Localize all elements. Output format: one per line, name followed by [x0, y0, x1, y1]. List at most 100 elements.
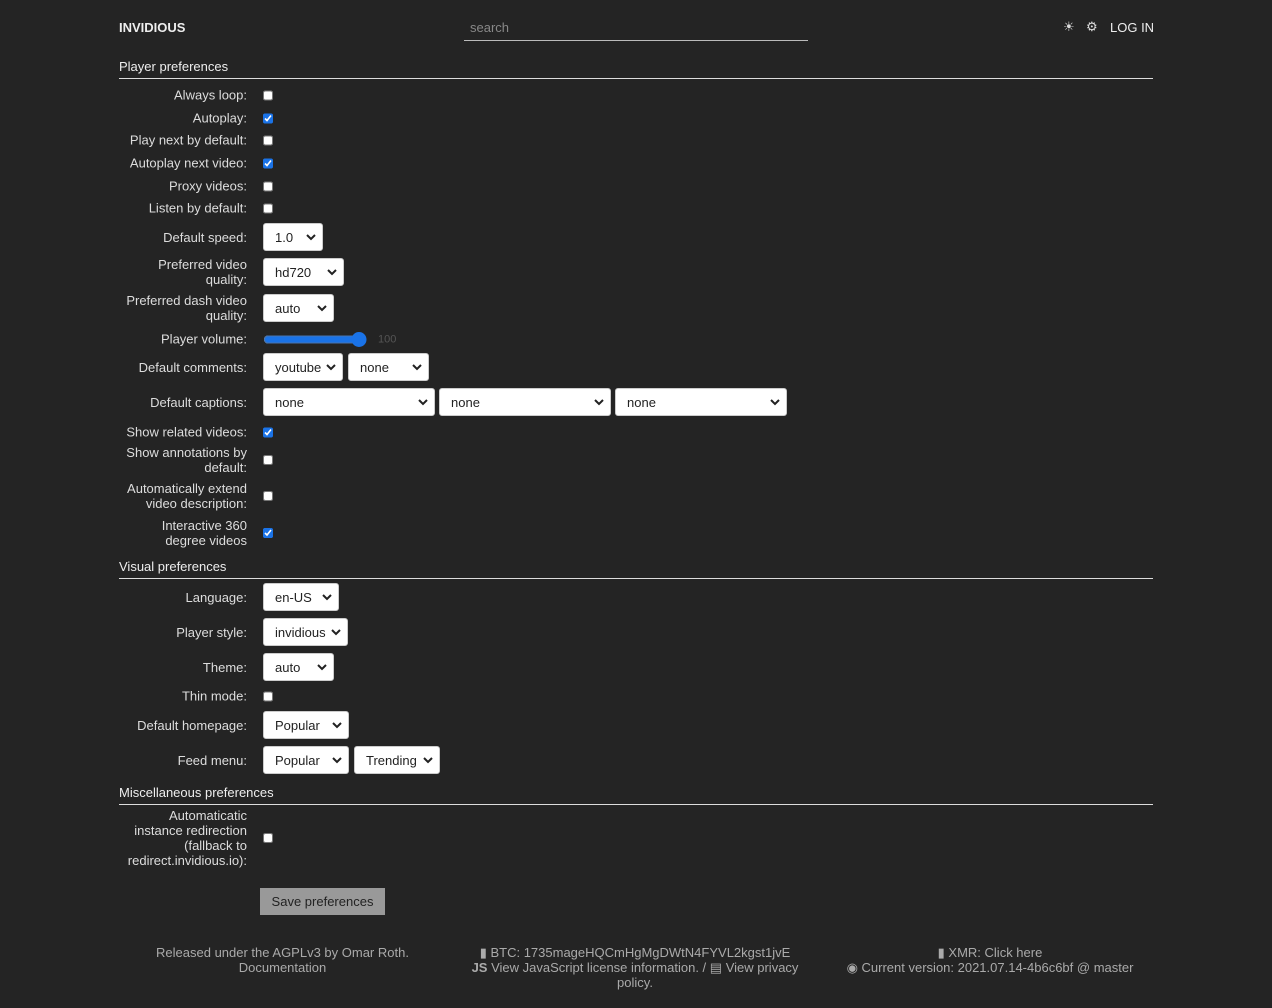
preference-row: Interactive 360 degree videos — [119, 518, 273, 548]
chevron-down-icon — [423, 756, 433, 763]
preference-row: Default speed: 1.0 — [119, 223, 323, 251]
preference-row: Automatically extend video description: — [119, 481, 273, 511]
preference-label: Show related videos: — [126, 424, 247, 440]
preference-checkbox[interactable] — [263, 427, 273, 437]
js-license-link[interactable]: View JavaScript license information. — [491, 960, 699, 975]
github-icon: ◉ — [846, 960, 862, 975]
version-link[interactable]: Current version: 2021.07.14-4b6c6bf @ ma… — [861, 960, 1134, 975]
volume-slider[interactable] — [263, 334, 367, 344]
chevron-down-icon — [326, 363, 336, 370]
preference-control — [263, 158, 273, 168]
preference-row: Always loop: — [119, 88, 273, 103]
gear-icon[interactable]: ⚙ — [1086, 19, 1098, 34]
separator: / — [698, 960, 710, 975]
selected-option: 1.0 — [275, 229, 294, 245]
section-title: Player preferences — [119, 59, 1153, 79]
preference-control: none none none — [263, 388, 787, 416]
preference-label: Interactive 360 degree videos — [161, 518, 247, 548]
preference-control — [263, 491, 273, 501]
preference-checkbox[interactable] — [263, 135, 273, 145]
preference-select[interactable]: Popular — [263, 746, 349, 774]
chevron-down-icon — [594, 398, 604, 405]
preference-select[interactable]: en-US — [263, 583, 339, 611]
preference-select[interactable]: none — [348, 353, 429, 381]
preference-label: Automatically extend video description: — [127, 481, 247, 511]
preference-checkbox[interactable] — [263, 455, 273, 465]
preference-label: Listen by default: — [148, 200, 247, 216]
preference-select[interactable]: none — [615, 388, 787, 416]
preference-checkbox[interactable] — [263, 90, 273, 100]
preference-row: Show annotations by default: — [119, 445, 273, 475]
license-text: Released under the AGPLv3 by Omar Roth. — [156, 945, 409, 960]
preference-checkbox[interactable] — [263, 691, 273, 701]
preference-select[interactable]: auto — [263, 294, 334, 322]
selected-option: Popular — [275, 752, 320, 768]
preference-select[interactable]: auto — [263, 653, 334, 681]
preference-checkbox[interactable] — [263, 158, 273, 168]
preference-label: Proxy videos: — [168, 178, 247, 194]
preference-checkbox[interactable] — [263, 203, 273, 213]
footer-left: Released under the AGPLv3 by Omar Roth. … — [140, 945, 425, 975]
chevron-down-icon — [418, 398, 428, 405]
preference-checkbox[interactable] — [263, 181, 273, 191]
preference-control — [263, 455, 273, 465]
preference-row: Preferred video quality: hd720 — [119, 257, 344, 287]
preference-control — [263, 691, 273, 701]
preference-row: Proxy videos: — [119, 179, 273, 194]
preference-row: Player style: invidious — [119, 618, 348, 646]
preference-select[interactable]: Popular — [263, 711, 349, 739]
preference-control — [263, 203, 273, 213]
preference-select[interactable]: Trending — [354, 746, 440, 774]
chevron-down-icon — [770, 398, 780, 405]
preference-select[interactable]: none — [439, 388, 611, 416]
preference-checkbox[interactable] — [263, 491, 273, 501]
chevron-down-icon — [332, 756, 342, 763]
preference-label: Play next by default: — [129, 132, 247, 148]
preference-row: Default captions: none none none — [119, 388, 787, 416]
preference-row: Player volume: 100 — [119, 332, 396, 347]
preference-label: Autoplay next video: — [129, 155, 247, 171]
preference-checkbox[interactable] — [263, 113, 273, 123]
preference-row: Autoplay next video: — [119, 156, 273, 171]
preference-row: Theme: auto — [119, 653, 334, 681]
preference-control: 1.0 — [263, 223, 323, 251]
preference-control — [263, 528, 273, 538]
preference-checkbox[interactable] — [263, 528, 273, 538]
preference-control: en-US — [263, 583, 339, 611]
xmr-link[interactable]: XMR: Click here — [948, 945, 1043, 960]
preference-select[interactable]: none — [263, 388, 435, 416]
save-preferences-button[interactable]: Save preferences — [260, 888, 385, 915]
documentation-link[interactable]: Documentation — [238, 960, 327, 975]
preference-control — [263, 427, 273, 437]
preference-select[interactable]: 1.0 — [263, 223, 323, 251]
selected-option: auto — [275, 659, 301, 675]
section-title: Visual preferences — [119, 559, 1153, 579]
preference-label: Theme: — [202, 659, 247, 675]
search-input[interactable] — [464, 14, 808, 41]
preference-select[interactable]: youtube — [263, 353, 343, 381]
sun-icon[interactable]: ☀ — [1063, 19, 1075, 34]
document-icon: ▤ — [709, 960, 726, 975]
chevron-down-icon — [327, 268, 337, 275]
footer-right: ▮ XMR: Click here ◉ Current version: 202… — [840, 945, 1140, 975]
preference-label: Autoplay: — [192, 110, 247, 126]
preference-row: Play next by default: — [119, 133, 273, 148]
preference-row: Autoplay: — [119, 111, 273, 126]
chevron-down-icon — [412, 363, 422, 370]
chevron-down-icon — [331, 628, 341, 635]
preference-control — [263, 135, 273, 145]
preference-row: Language: en-US — [119, 583, 339, 611]
preference-label: Default captions: — [150, 394, 247, 410]
login-link[interactable]: LOG IN — [1110, 20, 1155, 35]
brand-logo[interactable]: INVIDIOUS — [119, 20, 186, 35]
preference-row: Default homepage: Popular — [119, 711, 349, 739]
preference-control: 100 — [263, 333, 396, 345]
preference-checkbox[interactable] — [263, 833, 273, 843]
preference-select[interactable]: invidious — [263, 618, 348, 646]
privacy-link[interactable]: View privacy policy. — [617, 960, 799, 990]
btc-link[interactable]: BTC: 1735mageHQCmHgMgDWtN4FYVL2kgst1jvE — [490, 945, 791, 960]
preference-row: Automaticatic instance redirection (fall… — [119, 808, 273, 868]
preference-label: Player style: — [176, 624, 247, 640]
preference-control — [263, 833, 273, 843]
preference-select[interactable]: hd720 — [263, 258, 344, 286]
